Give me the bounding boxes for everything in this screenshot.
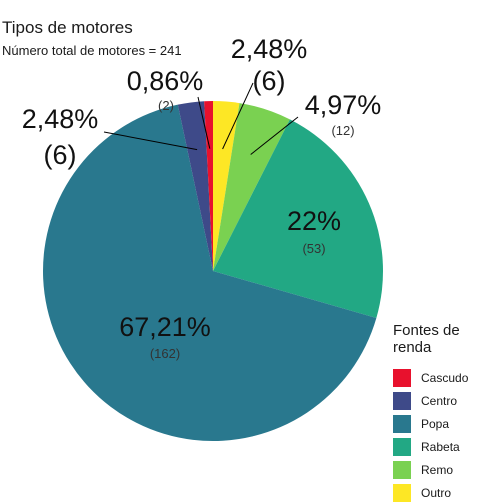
pie-slice-remo (213, 103, 290, 271)
pct-label-rabeta: 22% (287, 206, 341, 236)
pie-slice-cascudo (204, 101, 213, 271)
legend-label-outro: Outro (421, 485, 452, 500)
leader-line-centro (103, 131, 198, 151)
legend-key-centro (393, 391, 411, 410)
legend-key-rabeta (393, 437, 411, 456)
leader-line-cascudo (197, 96, 211, 149)
pie-slice-popa (43, 104, 377, 441)
legend-key-outro (393, 483, 411, 502)
count-label-centro: (6) (44, 140, 77, 170)
leader-line-outro (222, 82, 254, 150)
pie-slice-outro (213, 101, 240, 271)
legend-key-popa (393, 414, 411, 433)
slice-labels: 2,48%(6)4,97%(12)22%(53)67,21%(162)2,48%… (22, 34, 382, 361)
count-label-rabeta: (53) (302, 241, 325, 256)
legend-item-centro: Centro (393, 389, 500, 412)
count-label-outro: (6) (253, 66, 286, 96)
legend-items: Cascudo Centro Popa Rabeta Remo Outro (393, 366, 500, 504)
leader-line-remo (250, 116, 299, 155)
legend-item-popa: Popa (393, 412, 500, 435)
legend-item-cascudo: Cascudo (393, 366, 500, 389)
pct-label-cascudo: 0,86% (127, 66, 204, 96)
pie-slice-centro (177, 101, 213, 271)
pct-label-centro: 2,48% (22, 104, 99, 134)
pie-slices (43, 101, 384, 441)
pct-label-popa: 67,21% (119, 312, 211, 342)
chart-subtitle: Número total de motores = 241 (2, 43, 182, 58)
count-label-popa: (162) (150, 346, 180, 361)
legend-title: Fontes de renda (393, 322, 460, 356)
count-label-cascudo: (2) (158, 98, 174, 113)
legend-item-remo: Remo (393, 458, 500, 481)
count-label-remo: (12) (331, 123, 354, 138)
pct-label-outro: 2,48% (231, 34, 308, 64)
legend-item-rabeta: Rabeta (393, 435, 500, 458)
legend-item-outro: Outro (393, 481, 500, 504)
legend-label-rabeta: Rabeta (421, 439, 460, 454)
legend-key-remo (393, 460, 411, 479)
legend-label-cascudo: Cascudo (421, 370, 469, 385)
legend-key-cascudo (393, 368, 411, 387)
pct-label-remo: 4,97% (305, 90, 382, 120)
legend-label-centro: Centro (421, 393, 458, 408)
legend-label-remo: Remo (421, 462, 454, 477)
pie-slice-rabeta (213, 119, 384, 319)
leader-lines (103, 82, 299, 155)
legend: Fontes de renda Cascudo Centro Popa Rabeta R… (393, 322, 500, 504)
legend-label-popa: Popa (421, 416, 450, 431)
chart-title: Tipos de motores (2, 18, 133, 37)
